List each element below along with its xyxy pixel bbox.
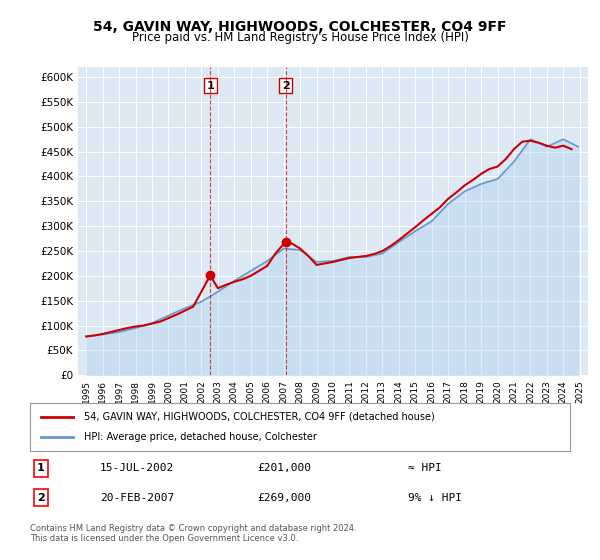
Text: 9% ↓ HPI: 9% ↓ HPI [408, 493, 462, 503]
Text: 2: 2 [37, 493, 44, 503]
Text: 54, GAVIN WAY, HIGHWOODS, COLCHESTER, CO4 9FF (detached house): 54, GAVIN WAY, HIGHWOODS, COLCHESTER, CO… [84, 412, 435, 422]
Text: £201,000: £201,000 [257, 463, 311, 473]
Text: Contains HM Land Registry data © Crown copyright and database right 2024.
This d: Contains HM Land Registry data © Crown c… [30, 524, 356, 543]
Text: HPI: Average price, detached house, Colchester: HPI: Average price, detached house, Colc… [84, 432, 317, 442]
Text: 15-JUL-2002: 15-JUL-2002 [100, 463, 175, 473]
Text: 2: 2 [282, 81, 290, 91]
Text: £269,000: £269,000 [257, 493, 311, 503]
Text: 54, GAVIN WAY, HIGHWOODS, COLCHESTER, CO4 9FF: 54, GAVIN WAY, HIGHWOODS, COLCHESTER, CO… [93, 20, 507, 34]
Text: 1: 1 [37, 463, 44, 473]
Text: 1: 1 [206, 81, 214, 91]
Text: Price paid vs. HM Land Registry's House Price Index (HPI): Price paid vs. HM Land Registry's House … [131, 31, 469, 44]
Text: ≈ HPI: ≈ HPI [408, 463, 442, 473]
Text: 20-FEB-2007: 20-FEB-2007 [100, 493, 175, 503]
